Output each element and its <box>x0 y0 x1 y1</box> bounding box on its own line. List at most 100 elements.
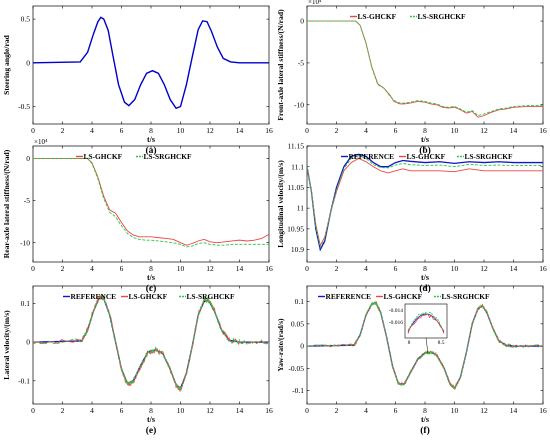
x-tick-label: 10 <box>451 264 459 273</box>
legend: LS-GHCKF LS-SRGHCKF <box>350 12 466 21</box>
plot-area-b <box>306 5 544 125</box>
x-axis-label: t/s <box>147 415 155 424</box>
x-axis-label: t/s <box>421 273 429 282</box>
axis-multiplier: ×10⁴ <box>34 138 48 146</box>
x-tick-label: 16 <box>265 264 273 273</box>
x-tick-label: 12 <box>206 264 214 273</box>
x-axis-label: t/s <box>147 135 155 144</box>
x-tick-label: 16 <box>265 126 273 135</box>
legend-label-srghckf: LS-SRGHCKF <box>187 292 236 301</box>
legend-label-srghckf: LS-SRGHCKF <box>465 152 514 161</box>
x-tick-label: 6 <box>120 126 124 135</box>
x-axis-label: t/s <box>147 273 155 282</box>
legend: REFERENCE LS-GHCKF LS-SRGHCKF <box>341 152 513 161</box>
chart-panel-d: 0 2 4 6 8 10 12 14 16 11.15 11.1 11.05 11 10.95 10.9 t/… <box>276 142 547 294</box>
x-tick-label: 14 <box>510 264 518 273</box>
x-tick-label: 10 <box>451 126 459 135</box>
series-line-reference <box>33 296 269 390</box>
x-tick-label: 10 <box>451 406 459 415</box>
x-tick-label: 16 <box>539 264 547 273</box>
x-tick-label: 6 <box>120 406 124 415</box>
x-tick-label: 0 <box>305 406 309 415</box>
series-line-ghckf <box>33 158 269 246</box>
y-tick-label: -0.05 <box>288 364 304 373</box>
series-group <box>33 158 269 248</box>
plot-area-e <box>32 285 270 405</box>
x-tick-label: 14 <box>236 406 244 415</box>
series-group <box>307 301 543 391</box>
x-axis-label: t/s <box>421 415 429 424</box>
y-axis-label: Rear-axle lateral stiffness/(N/rad) <box>2 149 11 258</box>
x-tick-label: 12 <box>206 126 214 135</box>
legend-label-srghckf: LS-SRGHCKF <box>442 292 491 301</box>
zoom-inset: -0.014 -0.016 8 8.5 <box>389 303 448 354</box>
panel-label: (b) <box>419 145 431 156</box>
inset-line-srghckf <box>407 311 445 331</box>
series-line-srghckf <box>307 301 543 391</box>
x-tick-label: 16 <box>265 406 273 415</box>
x-tick-label: 16 <box>539 126 547 135</box>
legend-label-reference: REFERENCE <box>349 152 395 161</box>
x-tick-label: 8 <box>423 406 427 415</box>
x-axis-label: t/s <box>421 135 429 144</box>
y-tick-label: 11 <box>297 204 304 213</box>
x-tick-label: 2 <box>61 126 65 135</box>
legend-label-ghckf: LS-GHCKF <box>358 12 397 21</box>
inset-frame <box>404 303 448 339</box>
y-tick-label: 0.1 <box>295 297 305 306</box>
x-tick-label: 12 <box>480 406 488 415</box>
x-tick-label: 16 <box>539 406 547 415</box>
x-tick-label: 10 <box>177 264 185 273</box>
y-tick-label: 0 <box>26 338 30 347</box>
plot-area-a <box>32 5 270 125</box>
series-line-steer <box>33 16 269 110</box>
y-tick-label: 0 <box>300 17 304 26</box>
y-tick-label: -10 <box>20 238 30 247</box>
x-tick-label: 8 <box>149 264 153 273</box>
x-tick-label: 12 <box>480 126 488 135</box>
x-tick-label: 4 <box>90 126 94 135</box>
series-line-srghckf <box>307 20 543 117</box>
y-tick-label: 11.05 <box>287 183 304 192</box>
y-tick-label: 0 <box>26 154 30 163</box>
x-tick-label: 10 <box>177 406 185 415</box>
x-tick-label: 14 <box>236 264 244 273</box>
legend: REFERENCE LS-GHCKF LS-SRGHCKF <box>63 292 235 301</box>
x-tick-label: 6 <box>120 264 124 273</box>
y-tick-label: 10.9 <box>291 245 304 254</box>
x-tick-label: 14 <box>510 406 518 415</box>
x-tick-label: 12 <box>480 264 488 273</box>
chart-panel-b: 0 2 4 6 8 10 12 14 16 0 -5 -10 ×10⁴ t/s Front-axle lat… <box>276 0 547 156</box>
x-tick-label: 4 <box>90 406 94 415</box>
series-line-reference <box>307 153 543 252</box>
panel-label: (f) <box>420 425 430 436</box>
inset-x-tick-label: 8 <box>408 340 411 346</box>
y-axis-label: Lateral velocity/(m/s) <box>2 310 11 380</box>
plot-area-c <box>32 145 270 263</box>
legend-label-ghckf: LS-GHCKF <box>84 152 123 161</box>
x-tick-label: 2 <box>61 406 65 415</box>
y-tick-label: -0.1 <box>18 376 30 385</box>
inset-y-tick-label: -0.014 <box>389 308 403 314</box>
x-tick-label: 6 <box>394 264 398 273</box>
x-tick-label: 8 <box>423 126 427 135</box>
y-tick-label: 0.5 <box>21 15 31 24</box>
y-axis-label: Yaw-rate/(rad/s) <box>276 318 285 372</box>
legend-label-srghckf: LS-SRGHCKF <box>418 12 467 21</box>
legend-label-reference: REFERENCE <box>326 292 372 301</box>
y-tick-label: 0.05 <box>291 319 304 328</box>
y-tick-label: 0.1 <box>21 299 31 308</box>
legend-label-ghckf: LS-GHCKF <box>129 292 168 301</box>
plot-area-d <box>306 145 544 263</box>
x-tick-label: 14 <box>510 126 518 135</box>
x-tick-label: 2 <box>335 406 339 415</box>
x-tick-label: 4 <box>364 406 368 415</box>
y-tick-label: -0.1 <box>292 386 304 395</box>
x-tick-label: 2 <box>335 264 339 273</box>
series-group <box>33 16 269 110</box>
x-tick-label: 4 <box>364 126 368 135</box>
x-tick-label: 8 <box>423 264 427 273</box>
chart-panel-e: 0 2 4 6 8 10 12 14 16 0.1 0 -0.1 t/s Lateral velocity… <box>2 285 273 436</box>
series-line-srghckf <box>33 294 269 391</box>
